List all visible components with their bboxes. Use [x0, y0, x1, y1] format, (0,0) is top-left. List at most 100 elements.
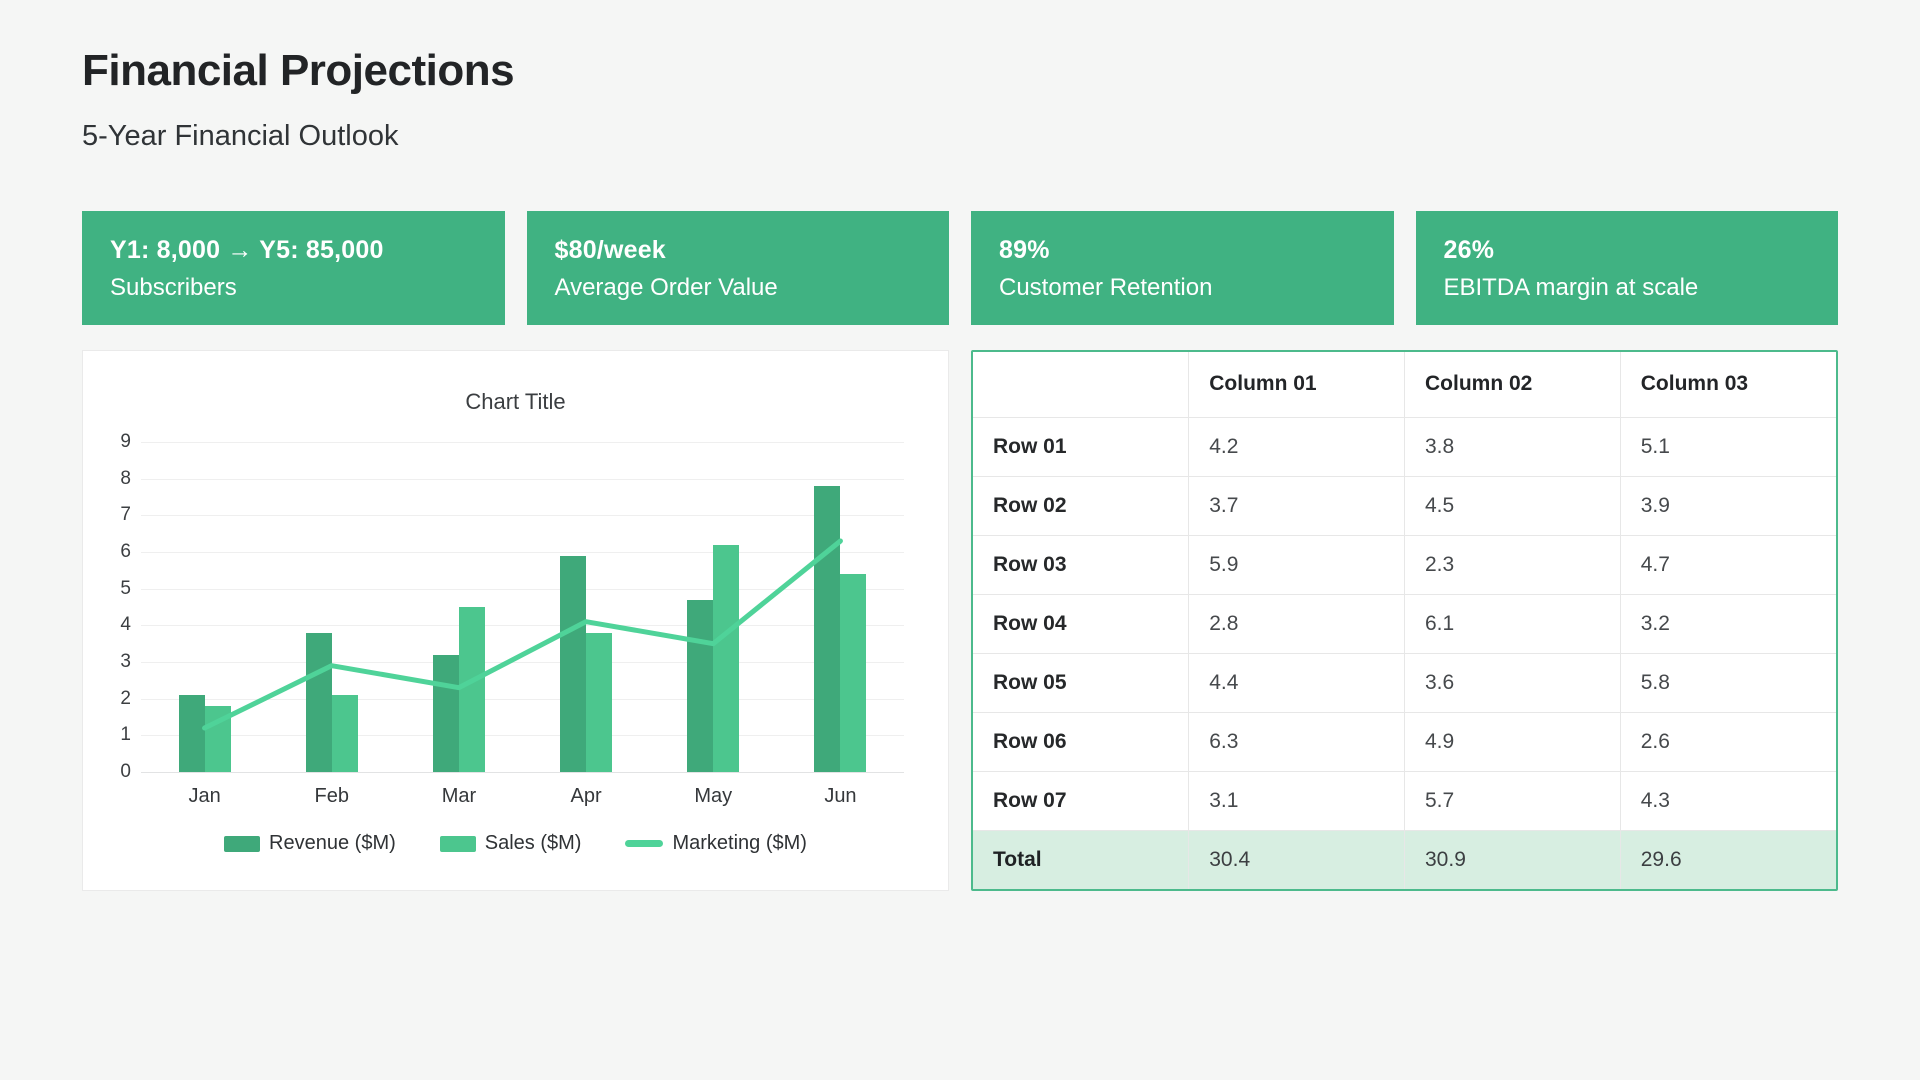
legend-square-swatch	[224, 835, 261, 852]
legend-label: Sales ($M)	[484, 832, 582, 854]
stat-card-ebitda-margin: 26% EBITDA margin at scale	[1415, 211, 1838, 325]
stat-value: $80/week	[554, 236, 666, 264]
chart-gridline	[141, 698, 904, 700]
table-row: Row 03 5.9 2.3 4.7	[973, 535, 1836, 595]
table-row: Row 02 3.7 4.5 3.9	[973, 476, 1836, 536]
table-cell: 3.8	[1404, 417, 1621, 477]
chart-title: Chart Title	[465, 389, 566, 414]
y-axis-tick-label: 9	[120, 431, 131, 452]
table-cell: 5.8	[1619, 653, 1836, 713]
table-row: Row 01 4.2 3.8 5.1	[973, 417, 1836, 477]
bar-group-apr	[523, 442, 650, 772]
y-axis-tick-label: 8	[120, 467, 131, 489]
row-label: Row 01	[973, 417, 1189, 477]
legend-item-marketing: Marketing ($M)	[625, 832, 807, 855]
table-cell: 2.3	[1404, 535, 1621, 595]
bar-revenue-apr	[560, 555, 587, 772]
y-axis-tick-label: 0	[120, 761, 131, 782]
table-cell: 3.6	[1404, 653, 1621, 713]
legend-label: Revenue ($M)	[269, 832, 396, 854]
legend-item-sales: Sales ($M)	[439, 832, 582, 855]
table-cell: 3.1	[1188, 771, 1405, 831]
table-row: Row 04 2.8 6.1 3.2	[973, 594, 1836, 654]
chart-gridline	[141, 588, 904, 590]
bar-group-feb	[268, 442, 395, 772]
table-cell: 4.2	[1188, 417, 1405, 477]
table-cell: 3.2	[1619, 594, 1836, 654]
page-title: Financial Projections	[82, 46, 515, 95]
table-cell: 3.7	[1188, 476, 1405, 536]
bar-sales-mar	[458, 607, 485, 772]
stat-card-customer-retention: 89% Customer Retention	[971, 211, 1394, 325]
x-axis-tick-label: May	[694, 785, 733, 807]
stat-label: Average Order Value	[554, 274, 778, 301]
table-cell: 4.4	[1188, 653, 1405, 713]
row-label: Row 02	[973, 476, 1189, 536]
y-axis-tick-label: 7	[120, 504, 131, 526]
bar-revenue-may	[687, 599, 714, 772]
dashboard-page: Financial Projections 5-Year Financial O…	[82, 46, 1838, 891]
table-header-row: Column 01 Column 02 Column 03	[973, 352, 1836, 418]
y-axis-tick-label: 3	[120, 651, 131, 672]
table-corner-cell	[973, 352, 1189, 418]
row-label: Row 06	[973, 712, 1189, 772]
table-cell: 3.9	[1619, 476, 1836, 536]
stat-label: Subscribers	[110, 274, 237, 301]
chart-gridline	[141, 735, 904, 737]
marketing-line-chart	[141, 442, 904, 772]
table-cell: 4.9	[1404, 712, 1621, 772]
stat-label: EBITDA margin at scale	[1443, 274, 1699, 301]
table-body: Row 01 4.2 3.8 5.1 Row 02 3.7 4.5 3.9 Row 03 5.9 2…	[973, 417, 1836, 889]
table-cell: 4.5	[1404, 476, 1621, 536]
row-label: Row 04	[973, 594, 1189, 654]
chart-gridline	[141, 515, 904, 517]
bar-revenue-feb	[305, 632, 332, 772]
y-axis-tick-label: 5	[120, 577, 131, 599]
chart-gridline	[141, 442, 904, 443]
chart-gridline	[141, 552, 904, 553]
table-cell: 4.7	[1619, 535, 1836, 595]
bar-group-jun	[777, 442, 904, 772]
legend-label: Marketing ($M)	[672, 832, 807, 854]
stat-value: 89%	[999, 236, 1050, 264]
table-cell: 6.1	[1404, 594, 1621, 654]
chart-gridline	[141, 662, 904, 663]
chart-panel: Chart Title 0 1 2 3 4 5 6 7 8 9 Jan Feb Mar Apr May Ju…	[82, 350, 949, 891]
y-axis-tick-label: 2	[120, 687, 131, 709]
bar-groups	[141, 442, 904, 772]
chart-legend: Revenue ($M) Sales ($M) Marketing ($M)	[83, 832, 948, 855]
table-cell: 4.3	[1619, 771, 1836, 831]
table-cell: 6.3	[1188, 712, 1405, 772]
stat-value: 26%	[1443, 236, 1495, 264]
bar-group-may	[650, 442, 777, 772]
data-table-panel: Column 01 Column 02 Column 03 Row 01 4.2 3.8…	[971, 350, 1838, 891]
table-cell: 5.7	[1404, 771, 1621, 831]
bar-group-mar	[395, 442, 522, 772]
legend-item-revenue: Revenue ($M)	[224, 832, 396, 855]
chart-gridline	[141, 625, 904, 627]
legend-line-swatch	[625, 840, 664, 847]
total-label: Total	[993, 847, 1042, 871]
y-axis-tick-label: 1	[120, 724, 131, 746]
y-axis-tick-label: 4	[120, 614, 131, 636]
table-cell: 2.6	[1619, 712, 1836, 772]
x-axis-tick-label: Jun	[824, 785, 857, 807]
stat-card-subscribers: Y1: 8,000 → Y5: 85,000 Subscribers	[82, 211, 505, 325]
page-subtitle: 5-Year Financial Outlook	[82, 120, 399, 152]
stat-label: Customer Retention	[999, 274, 1213, 301]
content-row: Chart Title 0 1 2 3 4 5 6 7 8 9 Jan Feb Mar Apr May Ju…	[82, 350, 1838, 891]
table-row: Row 07 3.1 5.7 4.3	[973, 771, 1836, 831]
bar-sales-jun	[840, 574, 867, 772]
column-header: Column 03	[1619, 352, 1836, 418]
total-cell: 30.4	[1188, 830, 1405, 889]
stat-value: Y1: 8,000 → Y5: 85,000	[110, 236, 384, 264]
marketing-line	[205, 541, 841, 728]
chart-plot: 0 1 2 3 4 5 6 7 8 9	[120, 431, 904, 782]
data-table: Column 01 Column 02 Column 03 Row 01 4.2 3.8…	[973, 352, 1836, 889]
chart-gridline	[141, 772, 904, 773]
table-cell: 5.1	[1619, 417, 1836, 477]
bar-group-jan	[141, 442, 268, 772]
column-header: Column 02	[1404, 352, 1621, 418]
table-row: Row 05 4.4 3.6 5.8	[973, 653, 1836, 713]
bar-revenue-jun	[814, 486, 841, 772]
